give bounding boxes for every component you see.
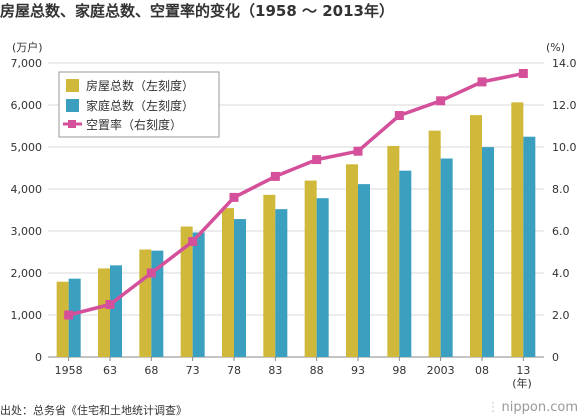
vacancy-point: [105, 300, 115, 309]
bar-households: [234, 219, 246, 357]
x-tick-label: 2003: [427, 364, 455, 377]
grid: [48, 62, 544, 358]
bar-houses: [428, 130, 441, 357]
vacancy-point: [146, 268, 156, 278]
vacancy-point: [436, 96, 446, 106]
brand-dot-icon: ⋮: [486, 400, 500, 415]
right-tick-label: 0: [552, 351, 559, 364]
x-tick-label: 93: [351, 364, 365, 377]
x-tick-label: 88: [310, 364, 324, 377]
left-tick-label: 2,000: [11, 267, 43, 280]
bar-houses: [180, 226, 193, 357]
vacancy-point: [312, 155, 322, 165]
right-tick-label: 12.0: [552, 99, 577, 112]
bar-houses: [511, 102, 524, 357]
bar-houses: [263, 194, 276, 357]
vacancy-point: [64, 310, 74, 320]
right-tick-label: 4.0: [552, 267, 570, 280]
x-tick-label: 63: [103, 364, 117, 377]
source-note: 出处：总务省《住宅和土地统计调查》: [0, 404, 187, 417]
right-tick-label: 10.0: [552, 141, 577, 154]
bar-houses: [222, 208, 234, 357]
right-tick-label: 2.0: [552, 309, 570, 322]
legend-label-houses: 房屋总数（左刻度）: [86, 78, 194, 93]
tick-labels: 0 1,000 2,000 3,000 4,000 5,000 6,000 7,000 0 2.0…: [11, 57, 577, 377]
bar-households: [358, 184, 370, 357]
bar-houses: [387, 145, 400, 357]
left-axis-unit: (万户): [12, 40, 43, 54]
bar-households: [482, 147, 494, 357]
chart: (万户) (%) 0 1,000 2,000 3,000 4,000 5,000 6,000…: [11, 40, 577, 390]
left-tick-label: 0: [35, 351, 42, 364]
bar-houses: [304, 180, 317, 357]
right-axis-unit: (%): [546, 41, 565, 54]
legend: 房屋总数（左刻度） 家庭总数（左刻度） 空置率（右刻度）: [58, 71, 220, 138]
right-tick-label: 6.0: [552, 225, 570, 238]
x-tick-label: 73: [186, 364, 200, 377]
left-tick-label: 7,000: [11, 57, 43, 70]
vacancy-point: [270, 171, 280, 181]
legend-box: [58, 71, 220, 138]
x-axis-unit: (年): [512, 376, 532, 390]
left-tick-label: 1,000: [11, 309, 43, 322]
x-tick-label: 83: [268, 364, 282, 377]
bar-houses: [139, 249, 152, 357]
vacancy-point: [188, 237, 198, 246]
left-tick-label: 4,000: [11, 183, 43, 196]
right-tick-label: 14.0: [552, 57, 577, 70]
bar-households: [440, 158, 453, 357]
brand-logo: ⋮ nippon.com: [487, 400, 578, 415]
x-tick-label: 08: [475, 364, 489, 377]
left-tick-label: 3,000: [11, 225, 43, 238]
vacancy-point: [229, 192, 239, 202]
bar-households: [110, 265, 122, 357]
brand-text: nippon.com: [501, 400, 578, 415]
vacancy-point: [353, 146, 363, 156]
bar-households: [192, 232, 205, 357]
legend-swatch-households: [66, 99, 79, 112]
legend-swatch-vacancy-marker: [68, 120, 76, 128]
bar-houses: [470, 115, 482, 357]
left-tick-label: 6,000: [11, 99, 43, 112]
bar-houses: [56, 281, 69, 357]
vacancy-line: [64, 69, 528, 320]
x-tick-label: 98: [392, 364, 406, 377]
x-tick-label: 1958: [55, 364, 83, 377]
left-tick-label: 5,000: [11, 141, 43, 154]
vacancy-point: [518, 69, 528, 78]
legend-label-households: 家庭总数（左刻度）: [86, 98, 194, 113]
bars: [56, 102, 536, 357]
bar-households: [275, 209, 288, 357]
bar-houses: [98, 268, 110, 357]
bar-houses: [346, 164, 358, 357]
chart-title: 房屋总数、家庭总数、空置率的变化（1958 ～ 2013年）: [0, 2, 394, 20]
legend-label-vacancy: 空置率（右刻度）: [86, 117, 182, 132]
legend-swatch-houses: [66, 79, 79, 92]
x-tick-label: 13: [516, 364, 530, 377]
x-tick-label: 78: [227, 364, 241, 377]
bar-households: [316, 198, 329, 357]
bar-households: [68, 278, 81, 357]
bar-households: [523, 136, 536, 357]
vacancy-point: [394, 111, 404, 120]
bar-households: [399, 170, 412, 357]
vacancy-series-line: [68, 71, 524, 317]
x-tick-label: 68: [144, 364, 158, 377]
vacancy-point: [477, 77, 487, 87]
right-tick-label: 8.0: [552, 183, 570, 196]
